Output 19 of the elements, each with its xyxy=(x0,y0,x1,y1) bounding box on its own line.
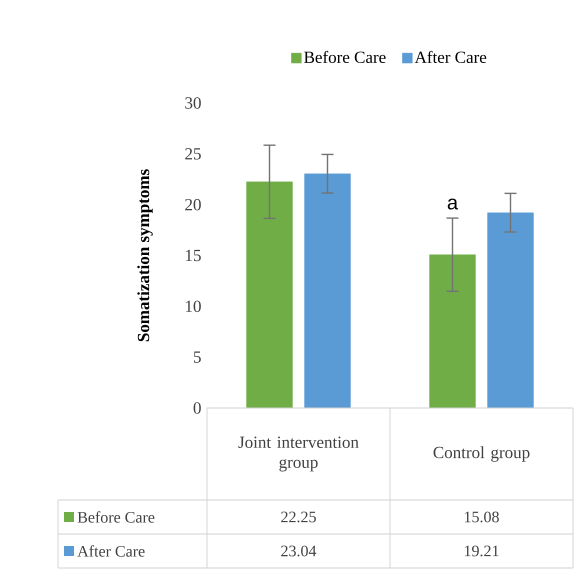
y-tick-label: 5 xyxy=(194,352,201,363)
y-tick-label: 30 xyxy=(185,97,201,109)
data-label: 22.25 xyxy=(281,512,316,522)
annotation: a xyxy=(448,198,458,210)
data-label: 23.04 xyxy=(281,546,316,556)
x-tick-label: Joint intervention group xyxy=(238,436,359,472)
y-tick-label: 0 xyxy=(194,402,201,414)
y-tick-label: 25 xyxy=(185,148,201,160)
data-label: 19.21 xyxy=(464,546,499,556)
data-label: 15.08 xyxy=(464,512,499,522)
x-tick-label: Control group xyxy=(434,446,530,462)
y-tick-label: 10 xyxy=(186,300,201,312)
text: After Care xyxy=(77,545,145,557)
y-tick-label: 20 xyxy=(185,198,201,210)
y-tick-label: 15 xyxy=(186,250,201,262)
text: Before Care xyxy=(78,511,154,523)
legend-label: After Care xyxy=(414,50,486,64)
y-axis-title: Somatization symptoms xyxy=(137,169,153,342)
legend-label: Before Care xyxy=(304,50,386,64)
